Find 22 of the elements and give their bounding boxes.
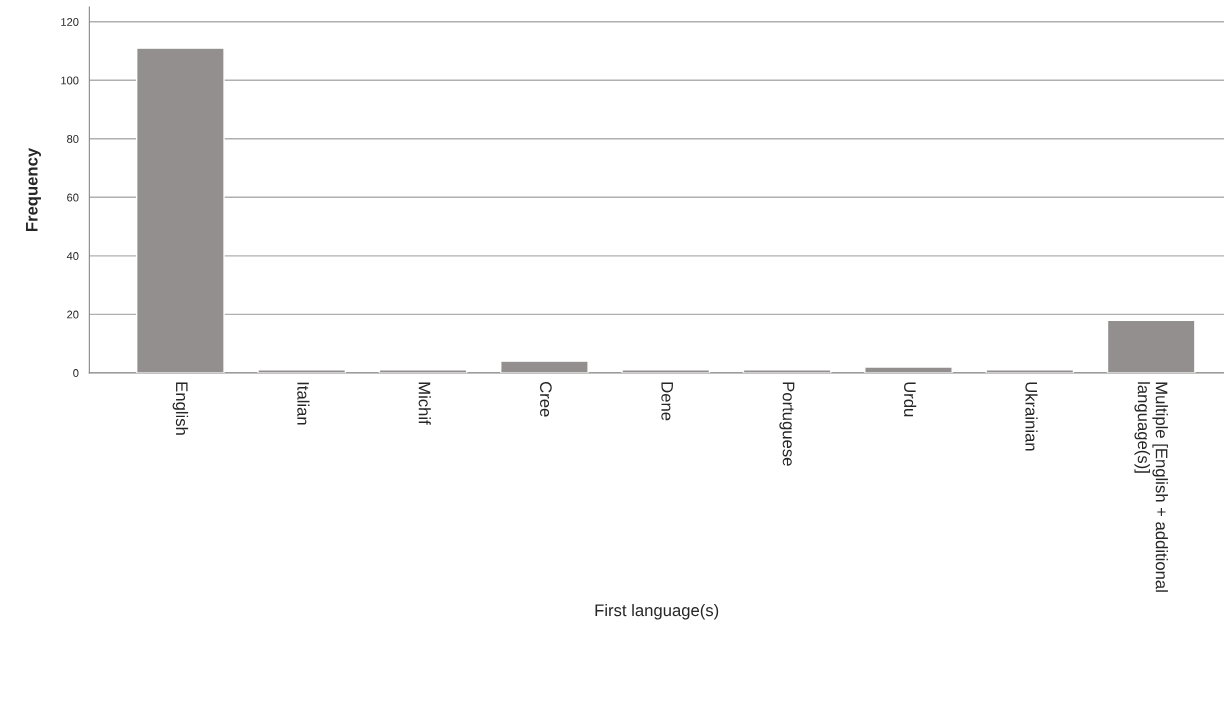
y-tick-label: 120 (61, 18, 79, 26)
y-tick-label: 80 (67, 135, 79, 143)
x-tick-label: Italian (297, 382, 310, 425)
y-axis-title: Frequency (26, 147, 41, 232)
x-axis-title: First language(s) (595, 603, 719, 620)
x-tick-label: Urdu (904, 382, 917, 417)
y-tick-label: 20 (67, 310, 79, 319)
bar (864, 366, 953, 373)
x-tick-label: English (172, 382, 189, 435)
y-tick-label: 0 (73, 369, 79, 377)
x-tick-label: Portuguese (779, 382, 795, 466)
x-tick-label: Multiple [English + additional language(s)] (1134, 382, 1168, 592)
y-tick-label: 40 (66, 252, 79, 260)
x-tick-label: Dene (661, 382, 673, 421)
y-tick-label: 100 (61, 76, 79, 85)
x-tick-label: Michif (418, 382, 431, 425)
x-tick-label: Ukrainian (1025, 382, 1038, 451)
bar (135, 47, 225, 373)
bar (1106, 319, 1196, 373)
bar (500, 360, 589, 373)
x-tick-label: Cree (539, 382, 552, 417)
y-tick-label: 60 (67, 193, 79, 202)
